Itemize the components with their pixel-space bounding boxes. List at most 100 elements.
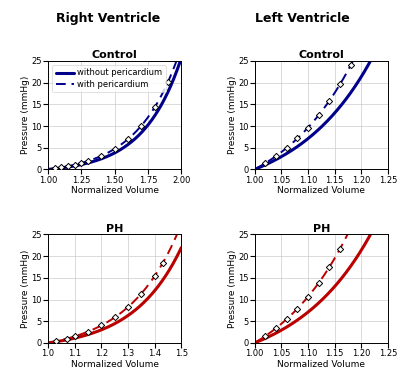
without pericardium	[179, 245, 184, 250]
with pericardium	[252, 167, 257, 172]
Line: with pericardium: with pericardium	[255, 0, 388, 170]
Point	[58, 164, 64, 170]
without pericardium	[124, 314, 129, 319]
Line: with pericardium: with pericardium	[48, 224, 181, 343]
Point	[125, 136, 131, 142]
with pericardium	[125, 137, 130, 142]
Point	[305, 125, 311, 131]
Y-axis label: Pressure (mmHg): Pressure (mmHg)	[21, 76, 30, 154]
Line: without pericardium: without pericardium	[48, 58, 181, 170]
with pericardium	[166, 250, 171, 254]
Point	[98, 153, 104, 159]
without pericardium	[46, 167, 51, 172]
with pericardium	[127, 303, 132, 308]
without pericardium	[386, 196, 390, 201]
without pericardium	[46, 167, 50, 172]
Point	[284, 316, 290, 322]
without pericardium	[334, 282, 339, 287]
Point	[65, 163, 71, 169]
Point	[273, 153, 279, 159]
with pericardium	[365, 187, 370, 192]
Text: Right Ventricle: Right Ventricle	[56, 12, 160, 25]
Point	[78, 160, 84, 166]
Title: PH: PH	[106, 224, 123, 234]
with pericardium	[253, 340, 258, 345]
Point	[337, 246, 343, 252]
without pericardium	[127, 141, 132, 146]
Line: without pericardium: without pericardium	[48, 248, 181, 343]
without pericardium	[373, 49, 378, 54]
without pericardium	[373, 223, 378, 227]
with pericardium	[331, 258, 336, 263]
Point	[112, 314, 118, 320]
with pericardium	[179, 222, 184, 226]
Legend: without pericardium, with pericardium: without pericardium, with pericardium	[52, 65, 166, 92]
Point	[112, 146, 118, 152]
without pericardium	[331, 112, 336, 117]
Point	[152, 104, 158, 110]
Point	[316, 280, 322, 286]
without pericardium	[46, 341, 51, 345]
with pericardium	[46, 167, 50, 172]
with pericardium	[386, 124, 390, 129]
with pericardium	[373, 164, 378, 168]
with pericardium	[158, 265, 163, 269]
without pericardium	[253, 341, 258, 345]
with pericardium	[158, 95, 163, 100]
Point	[125, 304, 131, 310]
without pericardium	[334, 109, 339, 114]
Point	[85, 158, 91, 164]
Point	[305, 294, 311, 300]
Point	[138, 290, 144, 296]
without pericardium	[252, 167, 257, 172]
X-axis label: Normalized Volume: Normalized Volume	[277, 186, 365, 195]
without pericardium	[166, 269, 171, 273]
without pericardium	[252, 341, 257, 345]
without pericardium	[125, 314, 130, 318]
without pericardium	[365, 238, 370, 243]
without pericardium	[125, 143, 130, 147]
X-axis label: Normalized Volume: Normalized Volume	[71, 186, 159, 195]
Point	[160, 260, 166, 266]
without pericardium	[179, 56, 184, 60]
with pericardium	[365, 28, 370, 33]
without pericardium	[124, 143, 129, 147]
with pericardium	[46, 341, 50, 345]
Line: without pericardium: without pericardium	[255, 25, 388, 170]
with pericardium	[373, 7, 378, 11]
with pericardium	[334, 88, 339, 93]
Line: without pericardium: without pericardium	[255, 199, 388, 343]
Line: with pericardium: with pericardium	[255, 126, 388, 343]
with pericardium	[46, 341, 51, 345]
with pericardium	[179, 45, 184, 49]
Point	[326, 264, 332, 270]
Point	[337, 81, 343, 87]
Y-axis label: Pressure (mmHg): Pressure (mmHg)	[228, 250, 236, 328]
Point	[262, 160, 268, 166]
X-axis label: Normalized Volume: Normalized Volume	[277, 360, 365, 368]
Point	[52, 165, 58, 171]
Point	[326, 98, 332, 104]
without pericardium	[386, 23, 390, 27]
Point	[138, 123, 144, 129]
with pericardium	[124, 138, 129, 142]
Point	[316, 112, 322, 118]
Point	[152, 273, 158, 279]
Point	[72, 162, 78, 168]
without pericardium	[158, 281, 163, 286]
without pericardium	[253, 167, 258, 171]
Point	[294, 135, 300, 141]
without pericardium	[158, 104, 163, 109]
Y-axis label: Pressure (mmHg): Pressure (mmHg)	[21, 250, 30, 328]
without pericardium	[46, 341, 50, 345]
without pericardium	[332, 111, 336, 116]
without pericardium	[331, 285, 336, 290]
with pericardium	[332, 257, 336, 262]
Point	[98, 322, 104, 328]
Point	[72, 333, 78, 339]
Point	[53, 338, 59, 344]
Title: Control: Control	[92, 50, 138, 60]
with pericardium	[253, 167, 258, 171]
without pericardium	[166, 88, 171, 92]
Point	[294, 306, 300, 312]
